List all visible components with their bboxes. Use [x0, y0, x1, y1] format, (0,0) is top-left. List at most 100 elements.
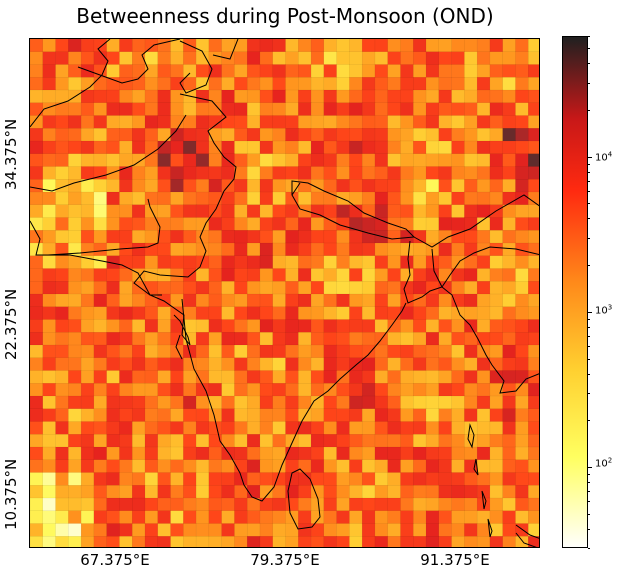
heatmap-cell	[464, 268, 478, 282]
heatmap-cell	[55, 268, 69, 282]
heatmap-cell	[93, 255, 108, 270]
heatmap-cell	[195, 434, 210, 448]
heatmap-cell	[93, 179, 108, 193]
heatmap-cell	[170, 383, 184, 397]
heatmap-cell	[323, 179, 338, 193]
heatmap-cell	[451, 293, 465, 308]
heatmap-cell	[361, 459, 376, 474]
heatmap-cell	[68, 51, 82, 66]
heatmap-cell	[234, 408, 248, 423]
heatmap-cell	[464, 128, 478, 142]
heatmap-cell	[387, 472, 401, 486]
map-panel[interactable]	[29, 38, 540, 548]
heatmap-cell	[93, 77, 108, 91]
heatmap-cell	[425, 230, 440, 244]
heatmap-cell	[413, 344, 427, 359]
heatmap-cell	[413, 115, 427, 129]
heatmap-cell	[234, 217, 248, 231]
heatmap-cell	[157, 485, 172, 499]
heatmap-cell	[221, 510, 235, 525]
heatmap-cell	[374, 408, 389, 423]
heatmap-cell	[106, 293, 120, 308]
heatmap-cell	[144, 204, 159, 219]
heatmap-cell	[515, 421, 529, 435]
heatmap-cell	[42, 268, 57, 282]
heatmap-cell	[349, 485, 363, 499]
heatmap-cell	[361, 510, 376, 525]
heatmap-cell	[285, 242, 299, 257]
heatmap-cell	[157, 89, 172, 104]
heatmap-cell	[106, 102, 120, 117]
heatmap-cell	[144, 485, 159, 499]
heatmap-cell	[400, 191, 414, 206]
heatmap-cell	[68, 39, 82, 53]
heatmap-cell	[298, 332, 312, 346]
heatmap-cell	[387, 39, 401, 53]
heatmap-cell	[221, 536, 235, 547]
heatmap-cell	[349, 383, 363, 397]
heatmap-cell	[528, 306, 539, 321]
heatmap-cell	[183, 115, 197, 129]
heatmap-cell	[259, 179, 274, 193]
heatmap-cell	[349, 39, 363, 53]
heatmap-cell	[221, 408, 235, 423]
heatmap-cell	[476, 459, 491, 474]
heatmap-cell	[438, 204, 453, 219]
heatmap-cell	[451, 523, 465, 537]
heatmap-cell	[68, 153, 82, 168]
heatmap-cell	[451, 89, 465, 104]
heatmap-cell	[438, 408, 453, 423]
heatmap-cell	[438, 128, 453, 142]
heatmap-cell	[68, 217, 82, 231]
heatmap-cell	[157, 332, 172, 346]
heatmap-cell	[208, 421, 223, 435]
heatmap-cell	[413, 293, 427, 308]
heatmap-cell	[30, 306, 44, 321]
heatmap-cell	[259, 89, 274, 104]
heatmap-cell	[374, 255, 389, 270]
heatmap-map[interactable]	[30, 39, 540, 548]
heatmap-cell	[310, 497, 325, 512]
heatmap-cell	[42, 459, 57, 474]
heatmap-cell	[259, 268, 274, 282]
heatmap-cell	[68, 140, 82, 155]
heatmap-cell	[515, 64, 529, 78]
heatmap-cell	[131, 383, 146, 397]
heatmap-cell	[476, 344, 491, 359]
heatmap-cell	[246, 434, 261, 448]
heatmap-cell	[400, 204, 414, 219]
heatmap-cell	[323, 268, 338, 282]
heatmap-cell	[361, 421, 376, 435]
heatmap-cell	[234, 255, 248, 270]
heatmap-cell	[336, 115, 350, 129]
heatmap-cell	[336, 383, 350, 397]
colorbar-minor-tick	[588, 180, 590, 182]
heatmap-cell	[30, 128, 44, 142]
heatmap-cell	[42, 497, 57, 512]
heatmap-cell	[298, 306, 312, 321]
heatmap-cell	[246, 179, 261, 193]
heatmap-cell	[425, 370, 440, 384]
heatmap-cell	[80, 128, 95, 142]
heatmap-cell	[30, 497, 44, 512]
heatmap-cell	[464, 395, 478, 410]
heatmap-cell	[502, 115, 516, 129]
heatmap-cell	[387, 357, 401, 372]
heatmap-cell	[336, 319, 350, 333]
heatmap-cell	[413, 191, 427, 206]
colorbar-minor-tick	[588, 191, 590, 193]
heatmap-cell	[528, 255, 539, 270]
heatmap-cell	[476, 408, 491, 423]
heatmap-cell	[170, 357, 184, 372]
heatmap-cell	[451, 191, 465, 206]
heatmap-cell	[272, 319, 287, 333]
heatmap-cell	[336, 472, 350, 486]
heatmap-cell	[170, 242, 184, 257]
heatmap-cell	[119, 421, 133, 435]
colorbar-minor-tick	[588, 528, 590, 530]
heatmap-cell	[502, 357, 516, 372]
heatmap-cell	[144, 230, 159, 244]
heatmap-cell	[259, 434, 274, 448]
heatmap-cell	[298, 446, 312, 461]
heatmap-cell	[55, 383, 69, 397]
